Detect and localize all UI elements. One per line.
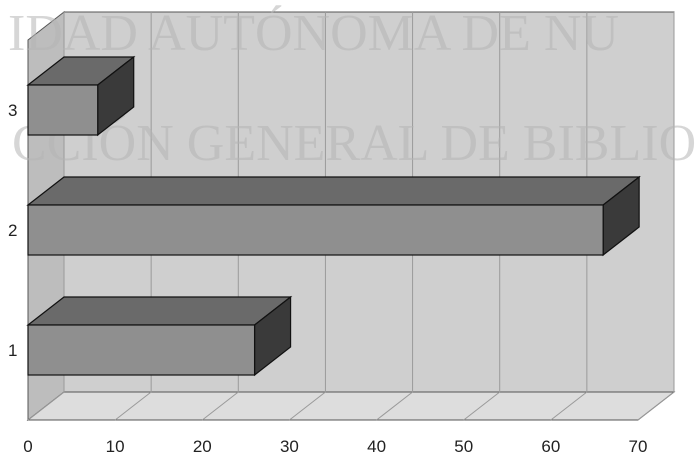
- bar-2: [26, 175, 641, 257]
- floor-gridline-6: [550, 391, 588, 421]
- x-tick-label-1: 10: [106, 437, 125, 456]
- plot-floor: [26, 391, 676, 421]
- bar-top-2: [26, 176, 641, 206]
- watermark-line-2: CCIÓN GENERAL DE BIBLIO: [12, 114, 696, 172]
- bar-front-1: [27, 324, 256, 376]
- y-tick-label-1: 1: [8, 341, 17, 360]
- x-tick-label-2: 20: [193, 437, 212, 456]
- x-tick-label-0: 0: [23, 437, 32, 456]
- floor-gridline-7: [637, 391, 675, 421]
- watermark-line-1: IDAD AUTÓNOMA DE NU: [8, 4, 619, 62]
- bar-front-3: [27, 84, 99, 136]
- y-tick-label-2: 2: [8, 221, 17, 240]
- y-tick-label-3: 3: [8, 101, 17, 120]
- x-tick-label-5: 50: [454, 437, 473, 456]
- y-axis-tick-labels: 1 2 3: [8, 101, 17, 360]
- floor-gridline-0: [27, 391, 65, 421]
- x-axis-tick-labels: 0 10 20 30 40 50 60 70: [23, 437, 647, 456]
- floor-gridline-3: [289, 391, 326, 421]
- bar-front-2: [27, 204, 604, 256]
- x-tick-label-6: 60: [541, 437, 560, 456]
- bar-3: [26, 55, 136, 137]
- floor-gridline-2: [201, 391, 239, 421]
- x-tick-label-7: 70: [629, 437, 648, 456]
- x-tick-label-4: 40: [367, 437, 386, 456]
- floor-gridline-4: [376, 391, 413, 421]
- bar-top-1: [26, 296, 293, 326]
- floor-gridline-1: [114, 391, 152, 421]
- bar-1: [26, 295, 293, 377]
- floor-gridline-5: [463, 391, 501, 421]
- x-tick-label-3: 30: [280, 437, 299, 456]
- bars: [26, 55, 641, 377]
